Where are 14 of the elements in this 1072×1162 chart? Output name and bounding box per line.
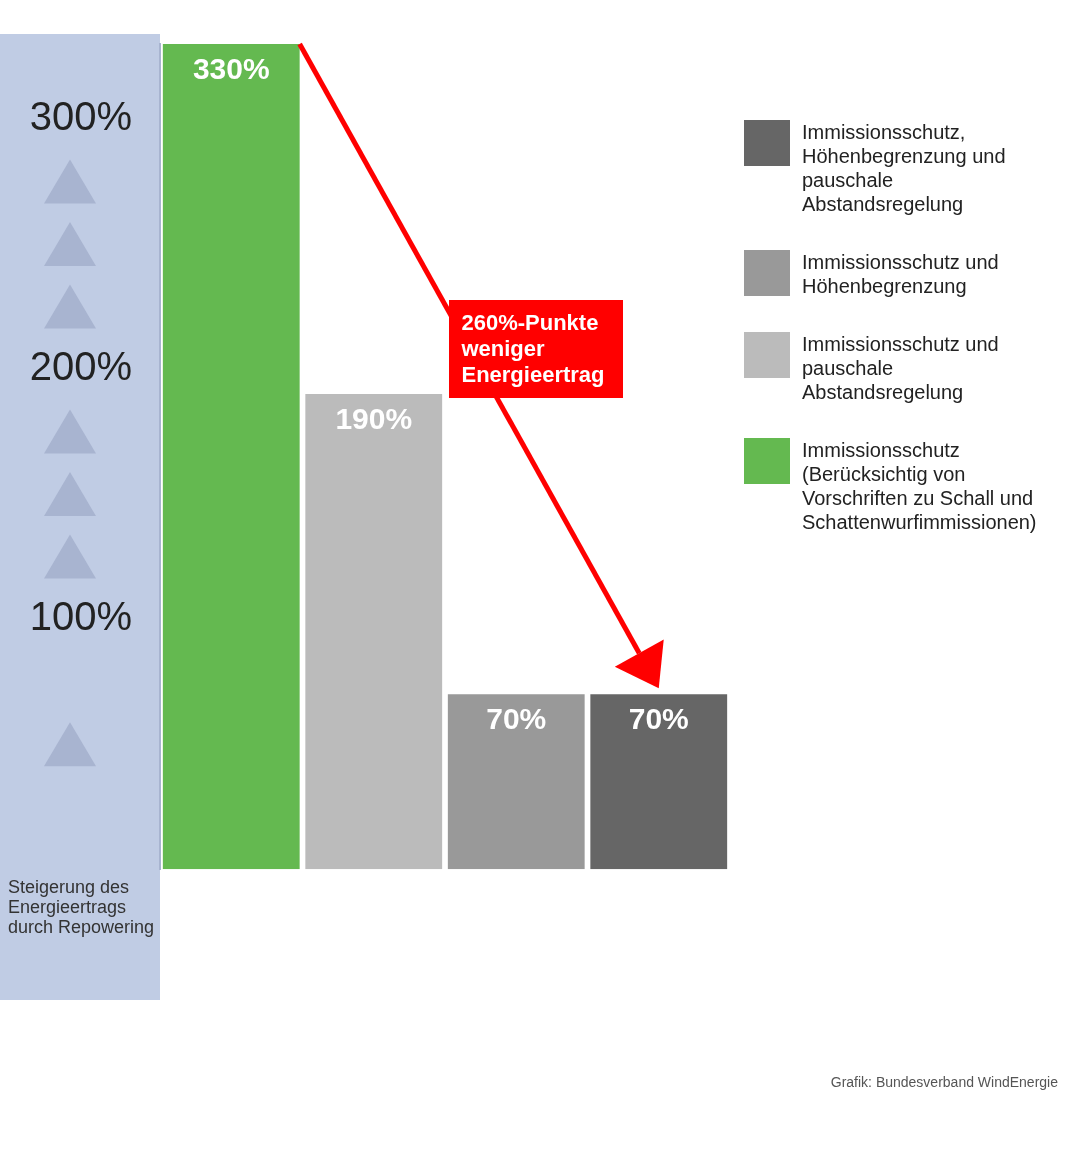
data-label: 70% [628,702,689,736]
data-label: 190% [335,402,413,436]
legend-label: Immissionsschutz (Berücksichtig von Vorschriften zu Schall und Schattenwurfimmissionen) [802,438,1038,534]
data-label: 330% [192,52,270,86]
annotation: 260%-Punkte weniger Energieertrag [449,299,624,398]
text: Grafik: Bundesverband WindEnergie [830,1074,1058,1090]
y-axis-title: Steigerung des Energieertrags durch Repowering [8,877,156,938]
legend-label: Immissionsschutz, Höhenbegrenzung und pauschale Abstandsregelung [802,120,1007,216]
legend-label: Immissionsschutz und Höhenbegrenzung [802,250,1000,298]
y-tick-label: 100% [29,594,132,639]
data-label: 70% [486,702,547,736]
y-tick-label: 300% [29,94,132,139]
y-tick-label: 200% [29,344,132,389]
legend-label: Immissionsschutz und pauschale Abstandsregelung [802,332,1000,404]
